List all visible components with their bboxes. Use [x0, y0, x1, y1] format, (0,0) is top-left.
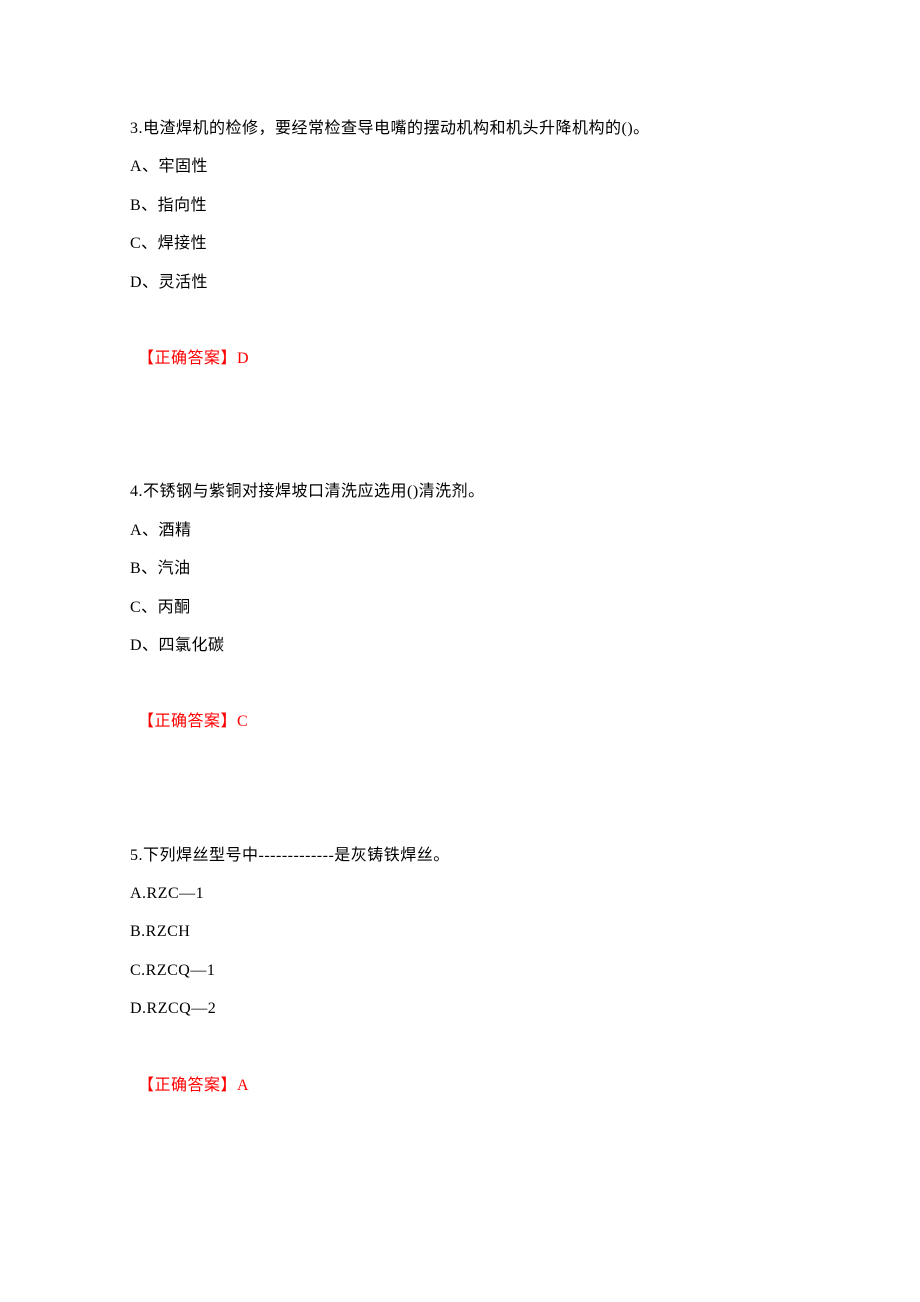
question-content: 下列焊丝型号中-------------是灰铸铁焊丝。	[143, 847, 450, 864]
answer-label: 【正确答案】	[138, 713, 237, 730]
option-a: A、酒精	[130, 512, 790, 550]
option-d: D、灵活性	[130, 264, 790, 302]
question-text: 4.不锈钢与紫铜对接焊坡口清洗应选用()清洗剂。	[130, 473, 790, 511]
option-c: C、焊接性	[130, 225, 790, 263]
option-b: B.RZCH	[130, 913, 790, 951]
answer-value: C	[237, 713, 248, 730]
option-c: C、丙酮	[130, 589, 790, 627]
question-block-3: 3.电渣焊机的检修，要经常检查导电嘴的摆动机构和机头升降机构的()。 A、牢固性…	[130, 110, 790, 378]
correct-answer: 【正确答案】A	[130, 1067, 790, 1105]
question-text: 3.电渣焊机的检修，要经常检查导电嘴的摆动机构和机头升降机构的()。	[130, 110, 790, 148]
answer-value: A	[237, 1077, 249, 1094]
question-block-4: 4.不锈钢与紫铜对接焊坡口清洗应选用()清洗剂。 A、酒精 B、汽油 C、丙酮 …	[130, 473, 790, 741]
answer-label: 【正确答案】	[138, 350, 237, 367]
spacer	[130, 302, 790, 340]
answer-value: D	[237, 350, 249, 367]
spacer	[130, 665, 790, 703]
spacer	[130, 1029, 790, 1067]
option-d: D、四氯化碳	[130, 627, 790, 665]
option-b: B、指向性	[130, 187, 790, 225]
question-content: 电渣焊机的检修，要经常检查导电嘴的摆动机构和机头升降机构的()。	[143, 120, 650, 137]
correct-answer: 【正确答案】D	[130, 340, 790, 378]
option-a: A.RZC—1	[130, 875, 790, 913]
question-number: 3.	[130, 120, 143, 137]
question-text: 5.下列焊丝型号中-------------是灰铸铁焊丝。	[130, 837, 790, 875]
correct-answer: 【正确答案】C	[130, 703, 790, 741]
option-a: A、牢固性	[130, 148, 790, 186]
question-block-5: 5.下列焊丝型号中-------------是灰铸铁焊丝。 A.RZC—1 B.…	[130, 837, 790, 1105]
option-c: C.RZCQ—1	[130, 952, 790, 990]
question-number: 4.	[130, 483, 143, 500]
option-d: D.RZCQ—2	[130, 990, 790, 1028]
question-number: 5.	[130, 847, 143, 864]
option-b: B、汽油	[130, 550, 790, 588]
question-content: 不锈钢与紫铜对接焊坡口清洗应选用()清洗剂。	[143, 483, 485, 500]
answer-label: 【正确答案】	[138, 1077, 237, 1094]
